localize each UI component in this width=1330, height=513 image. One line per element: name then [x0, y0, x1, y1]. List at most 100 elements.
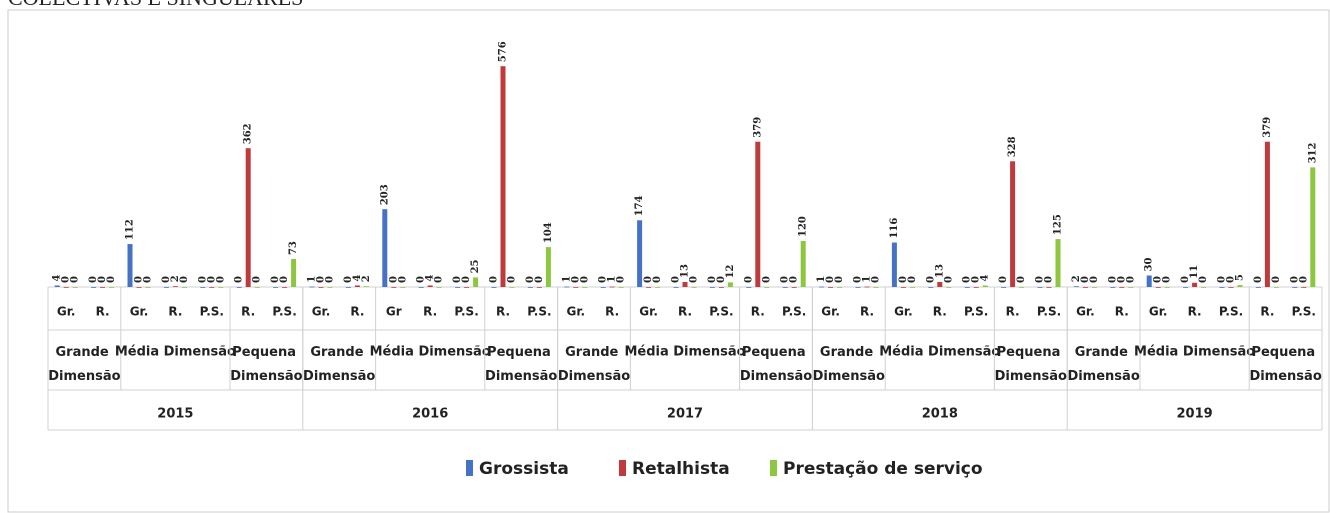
value-label: 379 [1262, 117, 1273, 138]
bar [791, 287, 797, 288]
x-tick-label: Gr. [130, 305, 149, 319]
bar [673, 287, 679, 288]
value-label: 1 [561, 276, 572, 283]
bar [655, 287, 661, 288]
x-tick-label: R. [423, 305, 437, 319]
bar [837, 287, 843, 288]
x-tick-label: R. [96, 305, 110, 319]
bar [1119, 287, 1125, 288]
value-label: 0 [998, 276, 1009, 283]
value-label: 0 [434, 276, 445, 283]
year-label: 2017 [667, 407, 703, 422]
value-label: 0 [1035, 276, 1046, 283]
x-tick-label: P.S. [782, 305, 806, 319]
group-label: Média Dimensão [624, 345, 745, 360]
bar [91, 287, 97, 288]
bar [964, 287, 970, 288]
value-label: 0 [598, 276, 609, 283]
year-label: 2018 [922, 407, 958, 422]
value-label: 0 [88, 276, 99, 283]
x-tick-label: Gr. [894, 305, 913, 319]
group-label: Grande Dimensão [813, 345, 885, 384]
x-tick-label: Gr. [639, 305, 658, 319]
bar [1228, 287, 1234, 288]
bar [1255, 287, 1261, 288]
bar [637, 220, 643, 287]
value-label: 5 [1235, 274, 1246, 281]
value-label: 0 [962, 276, 973, 283]
value-label: 0 [215, 276, 226, 283]
value-label: 112 [125, 219, 136, 240]
bar [819, 286, 825, 288]
value-label: 0 [1016, 276, 1027, 283]
bar [1091, 287, 1097, 288]
bar [509, 287, 515, 288]
bar [982, 285, 988, 287]
bar [1019, 287, 1025, 288]
bar [181, 287, 187, 288]
bar [363, 286, 369, 288]
bar [427, 285, 433, 287]
bar [709, 287, 715, 288]
bar [491, 287, 497, 288]
value-label: 0 [1289, 276, 1300, 283]
bar [1219, 287, 1225, 288]
value-label: 174 [634, 195, 645, 216]
value-label: 0 [61, 276, 72, 283]
bar [1237, 285, 1243, 287]
bar [1010, 161, 1016, 287]
value-label: 576 [498, 41, 509, 62]
value-label: 0 [716, 276, 727, 283]
value-label: 0 [97, 276, 108, 283]
bar [273, 287, 279, 288]
value-label: 0 [825, 276, 836, 283]
bar [891, 242, 897, 287]
bar [455, 287, 461, 288]
bar [382, 209, 388, 287]
bar [746, 287, 752, 288]
value-label: 116 [889, 218, 900, 239]
value-label: 0 [343, 276, 354, 283]
x-tick-label: R. [350, 305, 364, 319]
x-tick-label: R. [1260, 305, 1274, 319]
x-tick-label: R. [1115, 305, 1129, 319]
bar [418, 287, 424, 288]
group-label: Pequena Dimensão [230, 345, 302, 384]
bar [327, 287, 333, 288]
value-label: 328 [1007, 136, 1018, 157]
x-tick-label: Gr. [57, 305, 76, 319]
bar [163, 287, 169, 288]
value-label: 0 [388, 276, 399, 283]
x-tick-label: R. [751, 305, 765, 319]
bar [682, 282, 688, 287]
bar [1146, 275, 1152, 287]
bar [109, 287, 115, 288]
value-label: 312 [1307, 142, 1318, 163]
value-label: 0 [179, 276, 190, 283]
bar [209, 287, 215, 288]
bar [755, 141, 761, 287]
bar [318, 287, 324, 288]
x-tick-label: R. [860, 305, 874, 319]
group-label: Média Dimensão [879, 345, 1000, 360]
bar [309, 286, 315, 288]
value-label: 0 [1253, 276, 1264, 283]
bar [946, 287, 952, 288]
value-label: 120 [798, 216, 809, 237]
x-tick-label: P.S. [454, 305, 478, 319]
bar [582, 287, 588, 288]
chart-title: COLECTIVAS E SINGULARES [8, 0, 303, 10]
value-label: 0 [907, 276, 918, 283]
value-label: 379 [752, 117, 763, 138]
year-label: 2019 [1177, 407, 1213, 422]
bar [1201, 287, 1207, 288]
value-label: 4 [352, 274, 363, 281]
bar [691, 287, 697, 288]
value-label: 0 [270, 276, 281, 283]
bar [828, 287, 834, 288]
value-label: 0 [461, 276, 472, 283]
value-label: 0 [525, 276, 536, 283]
group-label: Pequena Dimensão [740, 345, 812, 384]
legend-swatch [770, 460, 777, 476]
